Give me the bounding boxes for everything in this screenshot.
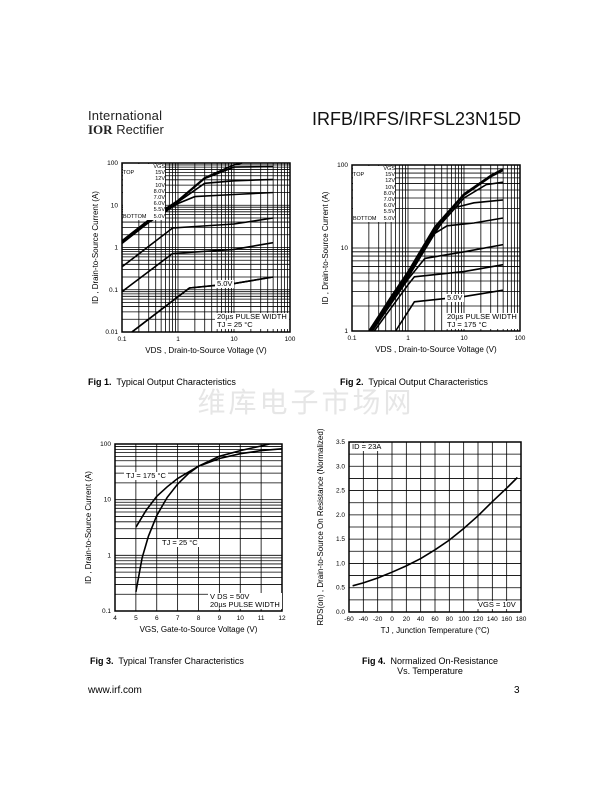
x-tick-label: 100 [515, 335, 526, 342]
x-tick-label: 0.1 [117, 336, 126, 343]
fig2-legend: VGS TOP 15V 12V 10V 8.0V 7.0V 6.0V 5.5V B… [353, 166, 395, 222]
y-axis-label: RDS(on) , Drain-to-Source On Resistance … [316, 428, 325, 625]
series-line-8-0V [122, 193, 273, 244]
y-tick-label: 1.5 [336, 536, 345, 543]
x-tick-label: 6 [155, 615, 159, 622]
series-line-TJ-25-C [136, 444, 270, 592]
y-tick-label: 2.5 [336, 488, 345, 495]
y-axis-label: ID , Drain-to-Source Current (A) [84, 471, 93, 584]
fig1-legend: VGS TOP 15V 12V 10V 8.0V 7.0V 6.0V 5.5V B… [123, 164, 165, 220]
x-tick-label: 5 [134, 615, 138, 622]
fig2-annotation-pulse: 20µs PULSE WIDTH TJ = 175 °C [445, 312, 519, 329]
fig1-annotation-5v: 5.0V [215, 279, 235, 288]
x-tick-label: 40 [417, 616, 425, 623]
y-tick-label: 3.0 [336, 463, 345, 470]
x-tick-label: 20 [403, 616, 411, 623]
y-tick-label: 0.5 [336, 585, 345, 592]
fig4-annotation-id: ID = 23A [350, 442, 384, 451]
x-tick-label: 4 [113, 615, 117, 622]
x-tick-label: 10 [460, 335, 468, 342]
fig3-caption: Fig 3. Typical Transfer Characteristics [90, 656, 244, 666]
y-tick-label: 3.5 [336, 439, 345, 446]
y-axis-label: ID , Drain-to-Source Current (A) [321, 191, 330, 304]
x-tick-label: 7 [176, 615, 180, 622]
y-tick-label: 10 [104, 497, 112, 504]
x-tick-label: 9 [218, 615, 222, 622]
x-tick-label: -20 [373, 616, 383, 623]
series-line-RDS-on- [353, 478, 518, 586]
series-line-TJ-175-C [136, 449, 282, 527]
fig1-caption: Fig 1. Typical Output Characteristics [88, 377, 236, 387]
x-tick-label: -40 [359, 616, 369, 623]
series-line-10V [369, 182, 503, 331]
x-tick-label: 60 [431, 616, 439, 623]
fig3-annotation-175c: TJ = 175 °C [124, 471, 168, 480]
x-tick-label: 11 [258, 615, 265, 622]
fig4-chart: -60 -40 -20 0 20 40 60 80 100 120 140 160 180 0.0 0.5 1… [316, 428, 527, 635]
ior-logo-mark: IOR [88, 122, 113, 137]
x-tick-label: -60 [344, 616, 354, 623]
plot-frame [121, 162, 291, 333]
fig3-annotation-conditions: V DS = 50V 20µs PULSE WIDTH [208, 592, 282, 609]
y-tick-label: 2.0 [336, 512, 345, 519]
x-tick-label: 10 [237, 615, 245, 622]
footer-url[interactable]: www.irf.com [88, 685, 142, 696]
x-tick-label: 0 [390, 616, 394, 623]
y-tick-label: 0.1 [102, 608, 111, 615]
y-tick-label: 1.0 [336, 560, 345, 567]
x-axis-label: VDS , Drain-to-Source Voltage (V) [375, 345, 497, 354]
series-line-5-0V [132, 277, 273, 332]
fig3-chart: 4 5 6 7 8 9 10 11 12 0.1 1 10 100 VGS, Gate-to-Source… [84, 441, 286, 634]
y-tick-label: 100 [100, 441, 111, 448]
y-tick-label: 1 [114, 245, 118, 252]
y-tick-label: 10 [341, 245, 349, 252]
y-tick-label: 0.01 [105, 329, 118, 336]
y-tick-label: 0.1 [109, 287, 118, 294]
y-tick-label: 1 [344, 328, 348, 335]
x-tick-label: 140 [487, 616, 498, 623]
x-tick-label: 120 [473, 616, 484, 623]
x-tick-label: 12 [278, 615, 286, 622]
plot-frame [351, 164, 521, 332]
fig2-annotation-5v: 5.0V [445, 293, 465, 302]
watermark: 维库电子市场网 [197, 386, 415, 419]
y-tick-label: 1 [107, 552, 111, 559]
x-tick-label: 1 [406, 335, 410, 342]
fig4-annotation-vgs: VGS = 10V [476, 600, 518, 609]
x-tick-label: 80 [446, 616, 454, 623]
series-line-5-0V [396, 290, 504, 331]
fig1-annotation-pulse: 20µs PULSE WIDTH TJ = 25 °C [215, 312, 289, 329]
x-tick-label: 8 [197, 615, 201, 622]
part-number-title: IRFB/IRFS/IRFSL23N15D [312, 109, 522, 129]
fig2-caption: Fig 2. Typical Output Characteristics [340, 377, 488, 387]
x-tick-label: 100 [285, 336, 296, 343]
series-line-5-5V [374, 265, 503, 331]
y-tick-label: 0.0 [336, 609, 345, 616]
x-tick-label: 180 [516, 616, 527, 623]
y-tick-label: 10 [111, 202, 119, 209]
fig4-caption: Fig 4. Normalized On-Resistance Vs. Tempe… [361, 656, 499, 676]
fig3-annotation-25c: TJ = 25 °C [160, 538, 200, 547]
y-tick-label: 100 [107, 160, 118, 167]
series-line-7-0V [122, 218, 273, 267]
x-tick-label: 160 [501, 616, 512, 623]
logo-rectifier-text: Rectifier [116, 122, 164, 137]
series-line-6-0V [122, 243, 273, 292]
plot-frame [348, 441, 522, 613]
plot-frame [114, 443, 283, 612]
x-tick-label: 10 [230, 336, 238, 343]
x-axis-label: TJ , Junction Temperature (°C) [381, 626, 490, 635]
y-axis-label: ID , Drain-to-Source Current (A) [91, 191, 100, 304]
x-axis-label: VDS , Drain-to-Source Voltage (V) [145, 346, 267, 355]
x-axis-label: VGS, Gate-to-Source Voltage (V) [140, 625, 258, 634]
series-line-6-0V [372, 245, 503, 331]
x-tick-label: 1 [176, 336, 180, 343]
x-tick-label: 0.1 [347, 335, 356, 342]
logo-rectifier: IOR Rectifier [88, 122, 164, 138]
page-number: 3 [514, 685, 520, 696]
logo-international: International [88, 108, 163, 123]
x-tick-label: 100 [458, 616, 469, 623]
y-tick-label: 100 [337, 162, 348, 169]
